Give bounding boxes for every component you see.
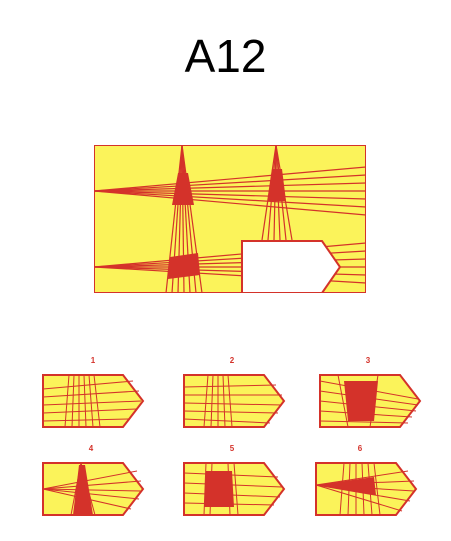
option-4[interactable]: 4	[41, 444, 145, 517]
option-5-figure	[183, 462, 286, 516]
option-4-figure	[42, 462, 145, 516]
puzzle-title: A12	[184, 30, 267, 82]
option-6-filled-shape	[316, 477, 376, 495]
upper-left-intersection	[172, 173, 194, 205]
option-5-label: 5	[229, 444, 235, 453]
missing-piece-slot	[241, 240, 342, 293]
option-2[interactable]: 2	[182, 356, 286, 429]
option-2-figure	[183, 374, 286, 428]
upper-right-intersection	[268, 169, 286, 201]
option-4-label: 4	[88, 444, 94, 453]
puzzle-main-figure	[94, 145, 366, 293]
option-3-figure	[319, 374, 422, 428]
option-1-label: 1	[90, 356, 96, 365]
main-figure-svg	[94, 145, 366, 293]
option-6[interactable]: 6	[314, 444, 418, 517]
option-6-label: 6	[357, 444, 363, 453]
option-1[interactable]: 1	[41, 356, 145, 429]
option-2-label: 2	[229, 356, 235, 365]
option-5[interactable]: 5	[182, 444, 286, 517]
lower-left-intersection	[168, 253, 200, 279]
option-3-label: 3	[365, 356, 371, 365]
option-4-filled-shape	[73, 465, 93, 515]
option-5-filled-shape	[204, 471, 234, 507]
option-3[interactable]: 3	[318, 356, 422, 429]
option-6-figure	[315, 462, 418, 516]
option-1-figure	[42, 374, 145, 428]
option-3-filled-shape	[344, 381, 378, 421]
